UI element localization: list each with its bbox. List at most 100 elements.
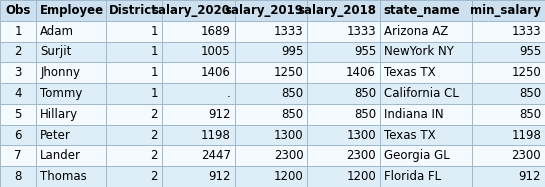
Bar <box>473 104 545 125</box>
Bar <box>234 104 307 125</box>
Text: salary_2020: salary_2020 <box>152 4 231 17</box>
Text: 1: 1 <box>14 25 22 38</box>
Bar <box>37 104 106 125</box>
Text: 912: 912 <box>208 170 231 183</box>
Text: 2: 2 <box>14 45 22 59</box>
Bar <box>106 83 162 104</box>
Text: 2300: 2300 <box>347 149 376 162</box>
Bar <box>162 62 234 83</box>
Bar <box>234 145 307 166</box>
Bar <box>473 83 545 104</box>
Text: 2: 2 <box>150 170 158 183</box>
Bar <box>473 0 545 21</box>
Text: 1198: 1198 <box>511 128 541 142</box>
Text: Lander: Lander <box>40 149 81 162</box>
Bar <box>0 42 37 62</box>
Bar <box>473 145 545 166</box>
Bar <box>234 42 307 62</box>
Text: Texas TX: Texas TX <box>384 66 435 79</box>
Bar <box>162 145 234 166</box>
Text: Arizona AZ: Arizona AZ <box>384 25 448 38</box>
Bar <box>380 62 473 83</box>
Bar <box>307 83 380 104</box>
Text: 850: 850 <box>519 87 541 100</box>
Bar <box>106 166 162 187</box>
Bar <box>473 62 545 83</box>
Text: salary_2019: salary_2019 <box>225 4 304 17</box>
Bar <box>162 125 234 145</box>
Bar <box>473 125 545 145</box>
Bar <box>162 21 234 42</box>
Bar <box>380 83 473 104</box>
Text: 1333: 1333 <box>512 25 541 38</box>
Bar <box>37 125 106 145</box>
Text: 1200: 1200 <box>346 170 376 183</box>
Text: 1250: 1250 <box>274 66 304 79</box>
Bar <box>307 166 380 187</box>
Text: Tommy: Tommy <box>40 87 82 100</box>
Text: salary_2018: salary_2018 <box>297 4 376 17</box>
Text: 1: 1 <box>150 45 158 59</box>
Bar <box>37 166 106 187</box>
Bar <box>37 145 106 166</box>
Bar <box>162 83 234 104</box>
Text: 1005: 1005 <box>201 45 231 59</box>
Bar <box>234 62 307 83</box>
Text: Adam: Adam <box>40 25 74 38</box>
Bar <box>234 0 307 21</box>
Text: Florida FL: Florida FL <box>384 170 441 183</box>
Text: state_name: state_name <box>384 4 461 17</box>
Text: .: . <box>227 87 231 100</box>
Text: 6: 6 <box>14 128 22 142</box>
Bar <box>473 21 545 42</box>
Bar <box>380 0 473 21</box>
Text: 2: 2 <box>150 128 158 142</box>
Bar <box>307 0 380 21</box>
Text: Surjit: Surjit <box>40 45 71 59</box>
Text: 2: 2 <box>150 149 158 162</box>
Text: California CL: California CL <box>384 87 458 100</box>
Text: District: District <box>109 4 158 17</box>
Text: Texas TX: Texas TX <box>384 128 435 142</box>
Text: 1333: 1333 <box>274 25 304 38</box>
Text: Indiana IN: Indiana IN <box>384 108 443 121</box>
Text: 2300: 2300 <box>274 149 304 162</box>
Bar <box>380 125 473 145</box>
Text: Thomas: Thomas <box>40 170 87 183</box>
Bar <box>307 145 380 166</box>
Bar <box>307 62 380 83</box>
Text: 1300: 1300 <box>274 128 304 142</box>
Text: 955: 955 <box>354 45 376 59</box>
Bar <box>37 83 106 104</box>
Bar <box>106 21 162 42</box>
Text: 2300: 2300 <box>512 149 541 162</box>
Bar <box>307 104 380 125</box>
Bar <box>106 0 162 21</box>
Bar <box>380 104 473 125</box>
Bar <box>380 21 473 42</box>
Text: 850: 850 <box>281 87 304 100</box>
Text: 850: 850 <box>354 108 376 121</box>
Bar <box>0 125 37 145</box>
Text: Hillary: Hillary <box>40 108 78 121</box>
Text: 850: 850 <box>519 108 541 121</box>
Text: 955: 955 <box>519 45 541 59</box>
Text: 8: 8 <box>15 170 22 183</box>
Text: 995: 995 <box>281 45 304 59</box>
Bar <box>162 166 234 187</box>
Text: 3: 3 <box>15 66 22 79</box>
Text: 1: 1 <box>150 25 158 38</box>
Text: 2: 2 <box>150 108 158 121</box>
Bar <box>234 125 307 145</box>
Bar <box>37 42 106 62</box>
Bar <box>380 42 473 62</box>
Text: 5: 5 <box>15 108 22 121</box>
Text: 912: 912 <box>519 170 541 183</box>
Bar <box>0 145 37 166</box>
Text: Obs: Obs <box>5 4 31 17</box>
Bar <box>380 166 473 187</box>
Bar <box>380 145 473 166</box>
Bar <box>0 104 37 125</box>
Bar <box>162 0 234 21</box>
Text: 850: 850 <box>281 108 304 121</box>
